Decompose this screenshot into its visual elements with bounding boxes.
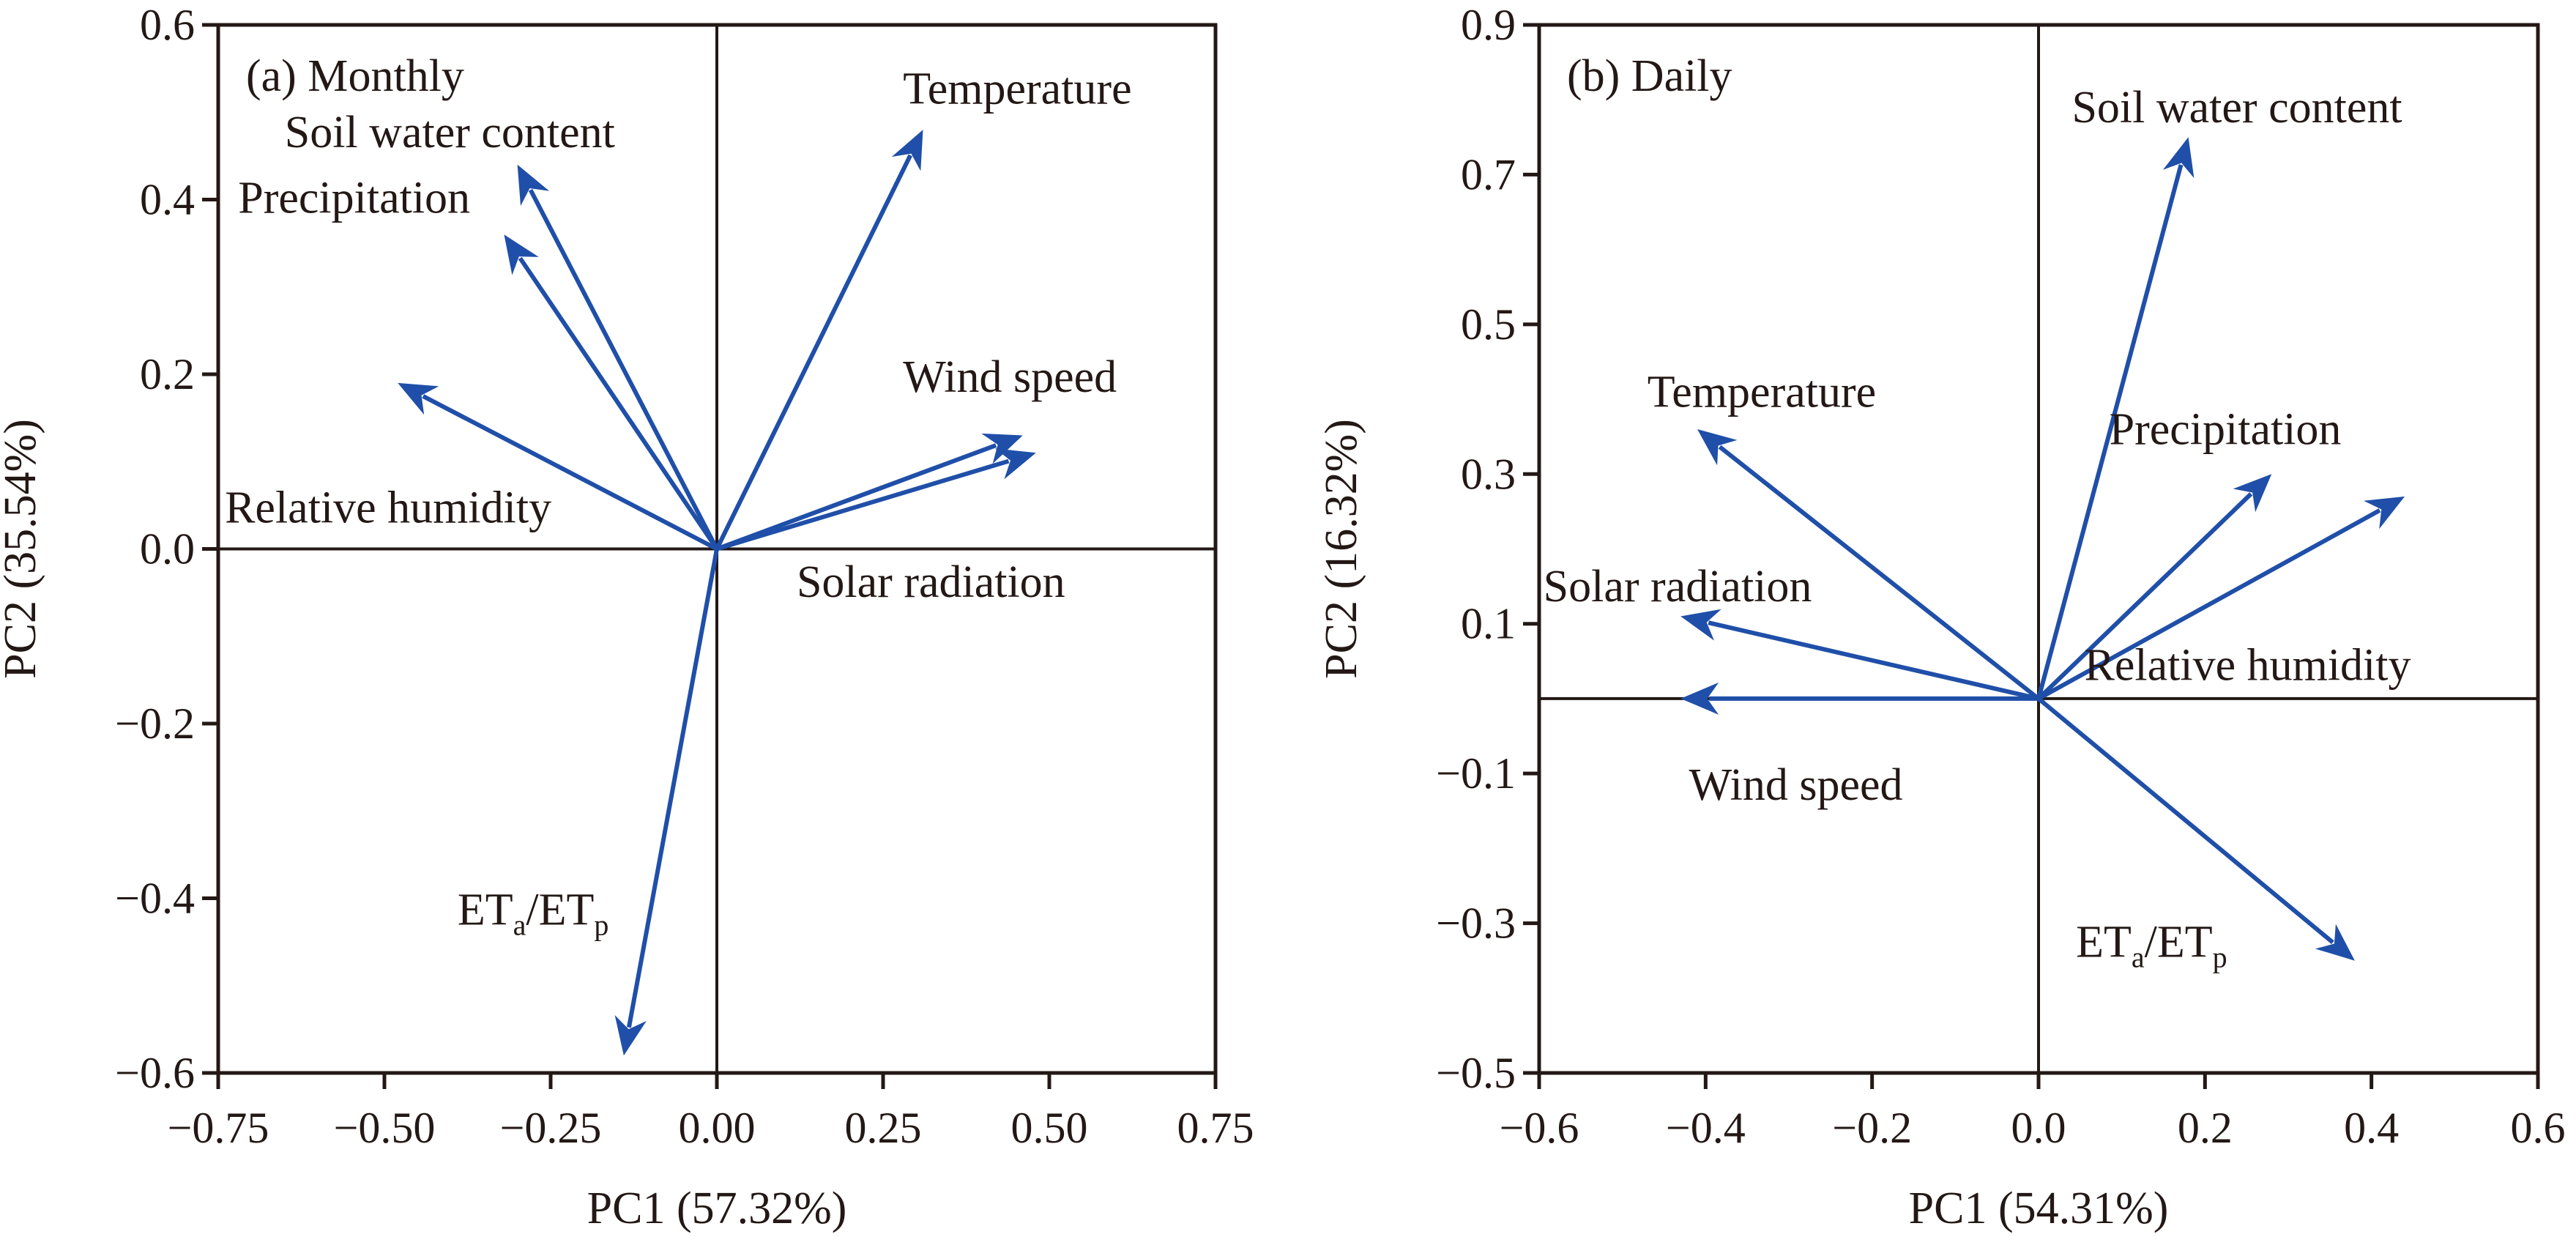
arrowhead-precipitation (2233, 474, 2272, 513)
arrowhead-wind-speed (981, 433, 1023, 464)
y-tick-label: −0.6 (115, 1049, 195, 1097)
y-tick-label: 0.3 (1461, 450, 1516, 498)
y-tick-label: −0.1 (1436, 749, 1516, 798)
y-tick-label: 0.9 (1461, 1, 1516, 49)
loading-vector-relative-humidity (2037, 508, 2381, 701)
arrowhead-temperature (891, 130, 923, 171)
loading-vector-soil-water-content (2036, 164, 2184, 699)
loading-vector-solar-radiation (716, 458, 1010, 551)
y-tick-label: 0.1 (1461, 600, 1516, 648)
loading-vector-temperature (715, 154, 912, 550)
loading-vector-eta-etp (626, 548, 719, 1028)
x-tick-label: 0.25 (845, 1104, 922, 1152)
variable-label-relative-humidity: Relative humidity (2085, 640, 2411, 690)
x-tick-label: −0.50 (334, 1104, 436, 1152)
variable-label-eta-etp: ETa/ETp (2076, 918, 2227, 974)
x-tick-label: 0.50 (1011, 1104, 1088, 1152)
arrowhead-precipitation (504, 234, 539, 275)
x-tick-label: 0.75 (1177, 1104, 1254, 1152)
arrowhead-eta-etp (614, 1015, 647, 1056)
x-tick-label: −0.4 (1666, 1104, 1746, 1152)
variable-label-wind-speed: Wind speed (903, 352, 1117, 402)
x-axis-title: PC1 (57.32%) (587, 1184, 847, 1233)
y-tick-label: 0.4 (140, 176, 195, 224)
loading-vector-solar-radiation (1708, 620, 2039, 701)
y-tick-label: −0.5 (1436, 1049, 1516, 1097)
variable-label-wind-speed: Wind speed (1689, 760, 1903, 810)
y-tick-label: 0.5 (1461, 300, 1516, 349)
y-tick-label: −0.4 (115, 874, 195, 923)
variable-label-precipitation: Precipitation (2110, 404, 2342, 454)
x-axis-title: PC1 (54.31%) (1909, 1184, 2169, 1233)
x-tick-label: 0.2 (2178, 1104, 2233, 1152)
x-tick-label: 0.6 (2511, 1104, 2566, 1152)
x-tick-label: 0.0 (2011, 1104, 2066, 1152)
variable-label-relative-humidity: Relative humidity (225, 483, 551, 533)
variable-label-solar-radiation: Solar radiation (1544, 562, 1812, 612)
arrowhead-solar-radiation (1680, 609, 1721, 641)
x-tick-label: 0.00 (679, 1104, 756, 1152)
loading-vector-wind-speed (715, 443, 997, 551)
variable-label-eta-etp: ETa/ETp (458, 885, 609, 941)
x-tick-label: −0.75 (168, 1104, 269, 1152)
arrowhead-wind-speed (1680, 682, 1719, 715)
arrowhead-eta-etp (2315, 924, 2355, 961)
loading-vector-eta-etp (2037, 696, 2334, 945)
y-tick-label: −0.2 (115, 699, 195, 748)
arrowhead-soil-water-content (2162, 137, 2195, 179)
arrowhead-relative-humidity (398, 382, 439, 415)
arrowhead-relative-humidity (2364, 496, 2405, 530)
variable-label-soil-water-content: Soil water content (285, 108, 615, 157)
variable-label-soil-water-content: Soil water content (2071, 83, 2402, 133)
variable-label-precipitation: Precipitation (238, 173, 470, 223)
arrowhead-soil-water-content (517, 164, 550, 207)
variable-label-temperature: Temperature (1648, 367, 1876, 417)
variable-label-temperature: Temperature (903, 64, 1131, 114)
x-tick-label: −0.2 (1832, 1104, 1912, 1152)
variable-label-solar-radiation: Solar radiation (797, 557, 1065, 607)
arrowhead-solar-radiation (994, 448, 1036, 480)
panel-daily: −0.6 −0.4 −0.2 0.0 0.2 0.4 0.6 0.9 0.7 0.5 0.3 0.1 −… (1317, 1, 2566, 1233)
y-tick-label: −0.3 (1436, 899, 1516, 948)
loading-vector-precipitation (518, 256, 719, 551)
loading-vector-precipitation (2036, 492, 2253, 701)
x-tick-label: 0.4 (2344, 1104, 2399, 1152)
y-tick-label: 0.2 (140, 350, 195, 398)
y-tick-label: 0.6 (140, 1, 195, 49)
y-axis-title: PC2 (35.54%) (0, 419, 45, 679)
x-tick-label: −0.6 (1500, 1104, 1579, 1152)
loading-vector-relative-humidity (422, 394, 718, 551)
panel-title: (b) Daily (1567, 51, 1732, 101)
y-tick-label: 0.0 (140, 525, 195, 573)
loading-vector-soil-water-content (528, 189, 719, 550)
panel-monthly: −0.75 −0.50 −0.25 0.00 0.25 0.50 0.75 0.6 0.4 0.2… (0, 1, 1254, 1233)
y-axis-title: PC2 (16.32%) (1317, 419, 1366, 679)
arrowhead-temperature (1697, 429, 1738, 466)
panel-title: (a) Monthly (246, 51, 464, 101)
x-tick-label: −0.25 (500, 1104, 602, 1152)
loading-vector-temperature (1718, 445, 2040, 701)
y-tick-label: 0.7 (1461, 150, 1516, 198)
